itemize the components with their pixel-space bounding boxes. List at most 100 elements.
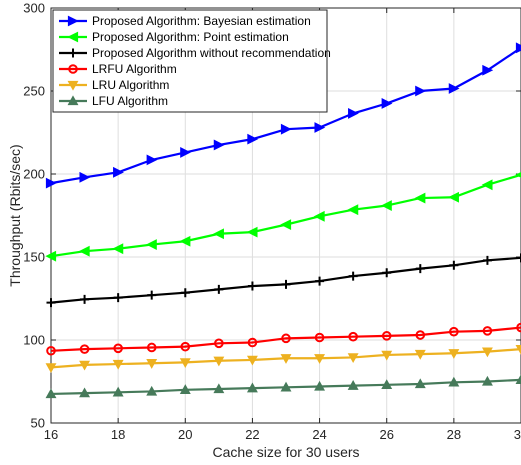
data-point-marker <box>315 276 325 286</box>
data-point-marker <box>145 239 157 250</box>
legend-swatch-marker <box>67 15 79 27</box>
data-point-marker <box>448 191 459 203</box>
legend-item: Proposed Algorithm: Bayesian estimation <box>59 14 311 28</box>
data-point-marker <box>314 380 326 391</box>
data-point-marker <box>213 356 225 367</box>
data-point-marker <box>247 133 259 145</box>
data-point-marker <box>515 374 521 385</box>
legend-item: Proposed Algorithm without recommendatio… <box>59 46 331 60</box>
data-point-marker <box>214 284 224 294</box>
data-point-marker <box>146 154 158 166</box>
legend-label: Proposed Algorithm without recommendatio… <box>92 46 331 60</box>
legend-swatch-marker <box>68 64 78 74</box>
data-point-marker <box>415 264 425 274</box>
legend-label: Proposed Algorithm: Bayesian estimation <box>92 14 311 28</box>
series-1 <box>45 42 521 189</box>
legend-label: Proposed Algorithm: Point estimation <box>92 30 289 44</box>
x-tick-label: 16 <box>44 427 58 442</box>
x-tick-label: 28 <box>447 427 461 442</box>
legend-label: LRFU Algorithm <box>92 62 177 76</box>
data-point-marker <box>79 387 91 398</box>
data-point-marker <box>482 64 494 76</box>
legend-item: LFU Algorithm <box>59 94 168 108</box>
legend-swatch-marker <box>67 95 79 106</box>
legend-item: LRFU Algorithm <box>59 62 177 76</box>
data-point-marker <box>382 268 392 278</box>
data-point-marker <box>179 358 191 369</box>
data-point-marker <box>280 354 292 364</box>
x-tick-label: 20 <box>178 427 192 442</box>
data-point-marker <box>180 147 192 158</box>
data-point-marker <box>179 235 191 247</box>
data-point-marker <box>112 386 124 397</box>
y-tick-label: 100 <box>23 333 45 348</box>
data-point-marker <box>414 349 426 360</box>
data-point-marker <box>448 349 460 359</box>
data-point-marker <box>381 331 392 341</box>
x-tick-label: 24 <box>312 427 326 442</box>
data-point-marker <box>45 250 57 262</box>
data-point-marker <box>381 379 393 389</box>
data-point-marker <box>347 380 359 390</box>
data-point-marker <box>78 245 90 257</box>
data-point-marker <box>79 171 91 183</box>
data-point-marker <box>347 353 359 364</box>
data-point-marker <box>347 204 359 216</box>
data-point-marker <box>79 344 90 354</box>
data-point-marker <box>213 139 225 151</box>
data-point-marker <box>112 243 124 255</box>
data-point-marker <box>415 330 426 340</box>
data-point-marker <box>414 378 426 389</box>
data-point-marker <box>280 123 292 135</box>
data-point-marker <box>113 166 124 178</box>
series-6 <box>45 374 521 399</box>
data-point-marker <box>281 333 291 344</box>
data-point-marker <box>112 359 124 370</box>
plot-area-frame <box>50 7 521 424</box>
data-point-marker <box>146 359 158 369</box>
data-point-marker <box>481 375 493 386</box>
legend-swatch-marker <box>67 80 79 91</box>
data-point-marker <box>515 171 521 178</box>
data-point-marker <box>79 360 91 371</box>
data-point-marker <box>515 344 521 355</box>
data-point-marker <box>46 298 56 308</box>
data-point-marker <box>45 177 57 189</box>
data-point-marker <box>314 354 326 364</box>
data-point-marker <box>281 279 291 289</box>
data-point-marker <box>348 331 358 342</box>
data-point-marker <box>481 347 493 358</box>
data-point-marker <box>381 98 393 109</box>
legend: Proposed Algorithm: Bayesian estimation P… <box>52 9 331 113</box>
data-point-marker <box>213 228 224 240</box>
x-tick-label: 18 <box>111 427 125 442</box>
data-point-marker <box>380 200 392 211</box>
x-tick-label: 30 <box>514 427 521 442</box>
data-point-marker <box>45 388 57 399</box>
series-group <box>45 42 521 399</box>
data-point-marker <box>45 363 57 374</box>
series-2 <box>45 171 521 262</box>
axis-ticks: 16 18 20 22 24 26 28 30 50 100 150 200 250 300 <box>23 1 521 442</box>
y-tick-label: 150 <box>23 250 45 265</box>
data-point-marker <box>179 384 191 394</box>
legend-item: LRU Algorithm <box>59 78 169 92</box>
data-point-marker <box>482 326 493 336</box>
legend-label: LFU Algorithm <box>92 94 168 108</box>
y-axis-label: Throughput (Rbits/sec) <box>7 144 23 286</box>
data-point-marker <box>246 226 258 238</box>
data-point-marker <box>415 85 427 97</box>
data-point-marker <box>213 383 225 394</box>
data-point-marker <box>280 381 292 392</box>
data-point-marker <box>313 210 325 222</box>
legend-box <box>52 9 328 113</box>
data-point-marker <box>247 281 257 291</box>
legend-item: Proposed Algorithm: Point estimation <box>59 30 289 44</box>
data-point-marker <box>381 350 393 361</box>
data-point-marker <box>280 219 292 231</box>
data-point-marker <box>515 42 521 54</box>
data-point-marker <box>481 179 493 191</box>
data-point-marker <box>482 255 492 265</box>
data-point-marker <box>146 342 157 353</box>
data-point-marker <box>449 260 459 270</box>
